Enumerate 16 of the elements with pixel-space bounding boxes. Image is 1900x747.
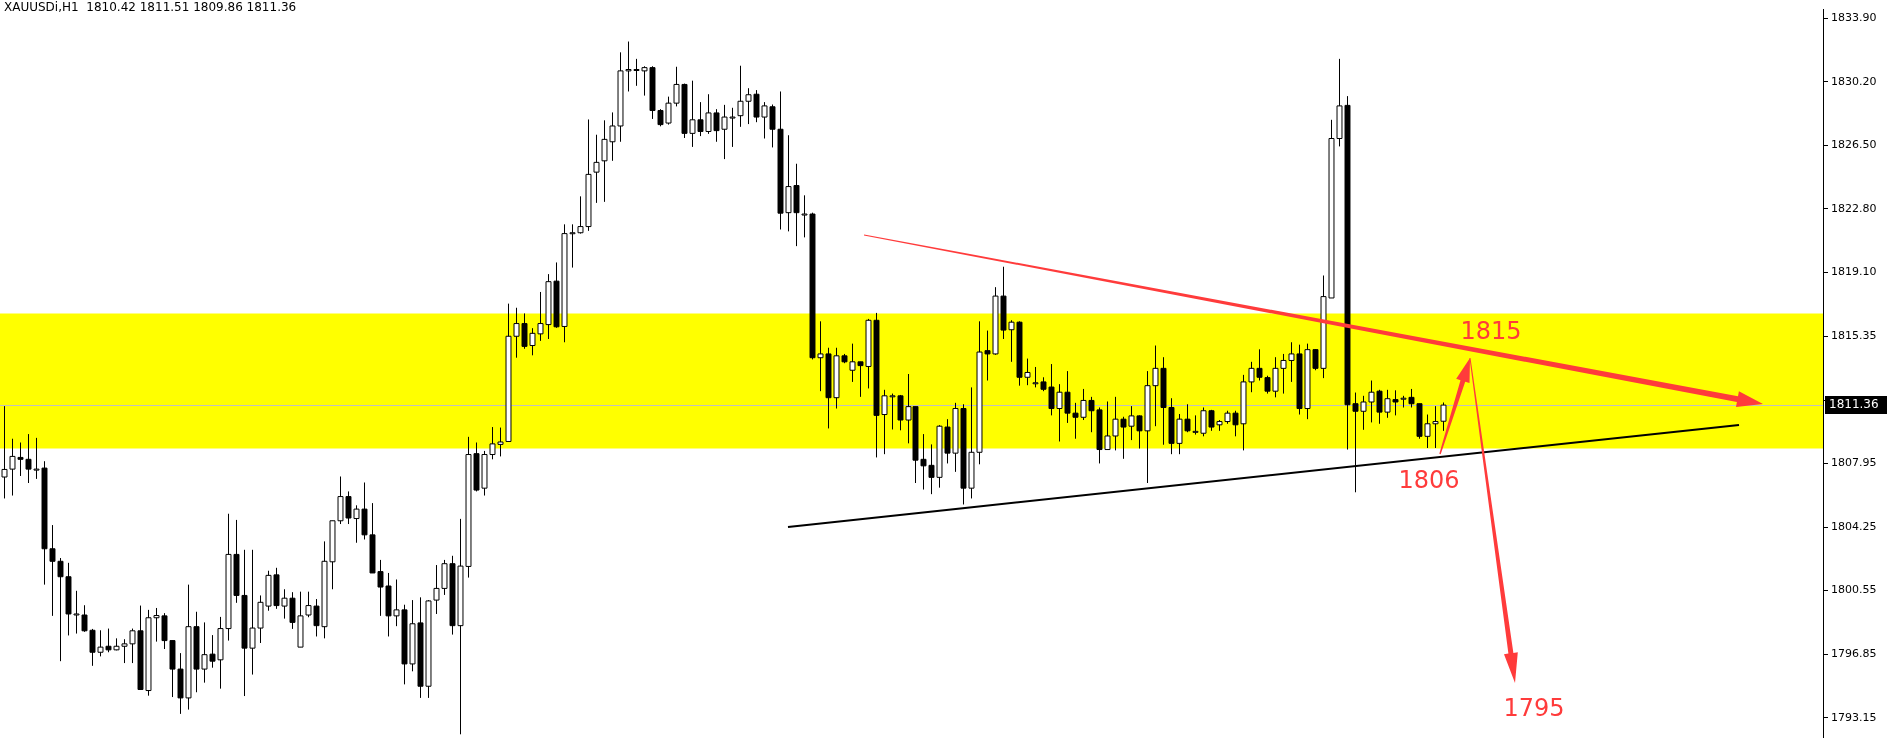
y-tick-label: 1804.25 [1831, 519, 1877, 533]
annotation: 1806 [1398, 466, 1460, 495]
y-tick-label: 1793.15 [1831, 710, 1877, 724]
annotation: 1815 [1460, 317, 1522, 346]
y-tick-label: 1826.50 [1831, 138, 1877, 152]
y-tick-label: 1815.35 [1831, 329, 1877, 343]
annotation: 1795 [1503, 694, 1565, 723]
y-tick-label: 1833.90 [1831, 11, 1877, 25]
chart-title: XAUUSDi,H1 1810.42 1811.51 1809.86 1811.36 [4, 0, 297, 15]
y-tick-label: 1819.10 [1831, 265, 1877, 279]
y-tick-label: 1830.20 [1831, 74, 1877, 88]
y-tick-label: 1807.95 [1831, 456, 1877, 470]
y-tick-label: 1800.55 [1831, 583, 1877, 597]
y-tick-label: 1822.80 [1831, 201, 1877, 215]
ref-line-label: 1811.36 [1829, 397, 1879, 412]
y-tick-label: 1796.85 [1831, 647, 1877, 661]
